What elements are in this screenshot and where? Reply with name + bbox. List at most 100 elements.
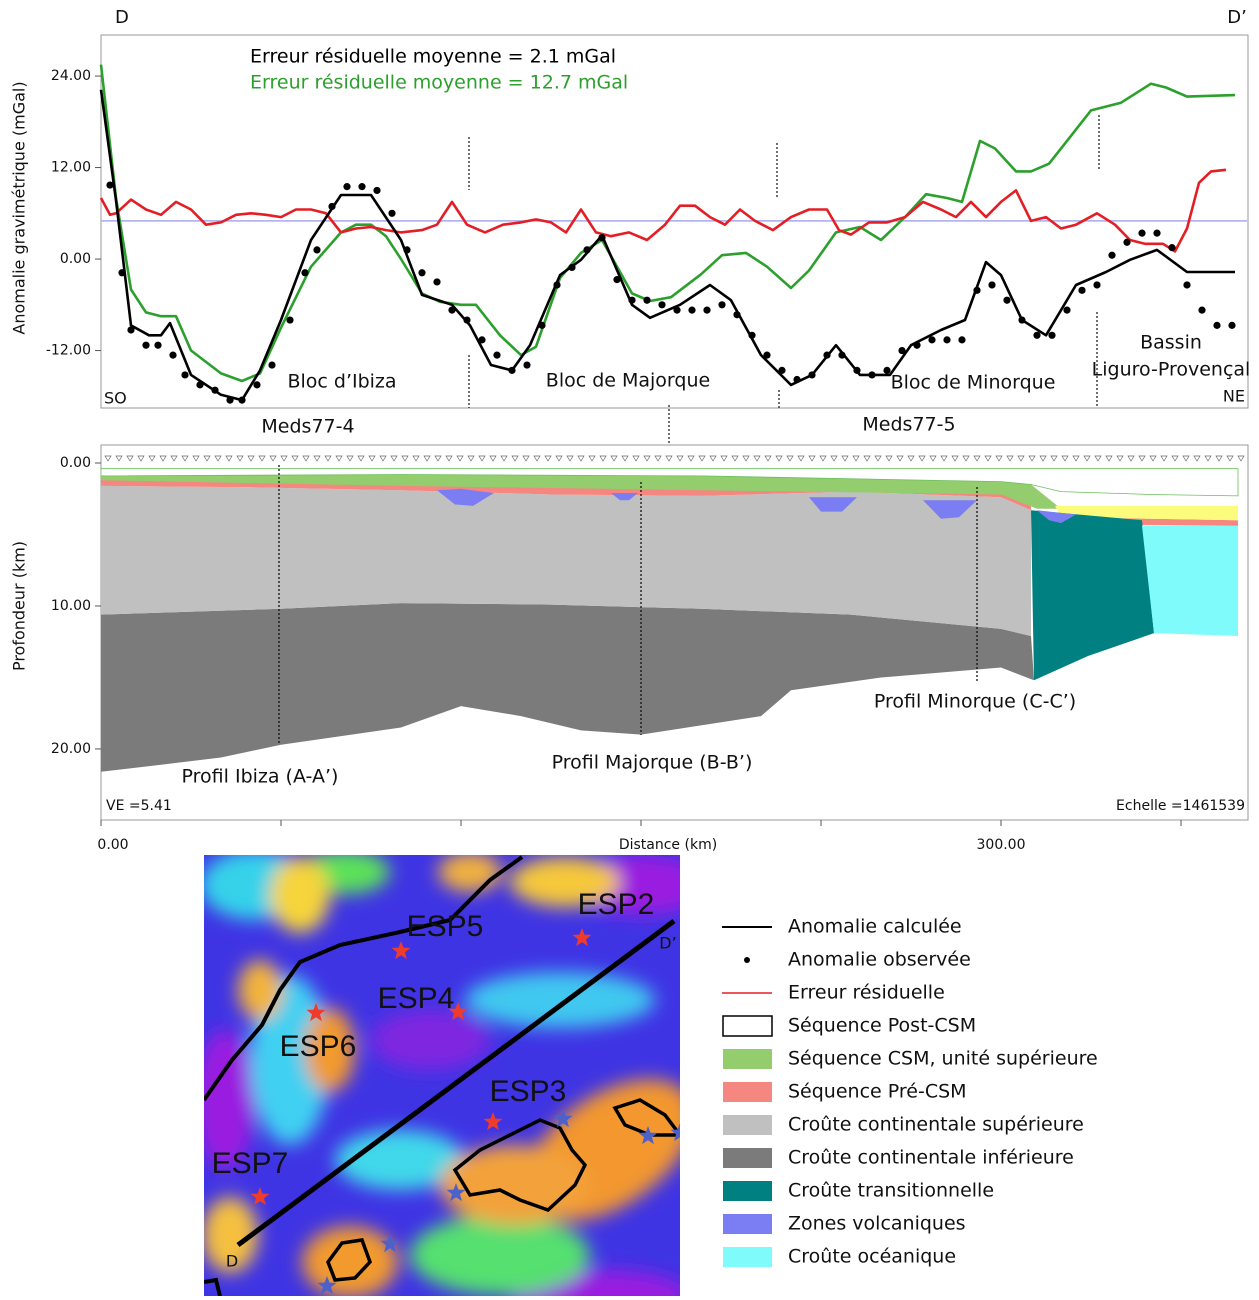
legend-label: Zones volcaniques	[788, 1213, 966, 1235]
observed-point	[1138, 229, 1146, 237]
observed-point	[1093, 281, 1101, 289]
map-star	[380, 1234, 400, 1253]
region-label: Liguro-Provençal	[1092, 359, 1251, 381]
legend-swatch	[723, 1214, 772, 1234]
observed-point	[433, 278, 441, 286]
observed-point	[493, 351, 501, 359]
observed-point	[778, 366, 786, 374]
observed-point	[973, 286, 981, 294]
observed-point	[226, 396, 234, 404]
observed-point	[1048, 331, 1056, 339]
observed-point	[898, 346, 906, 355]
legend-swatch	[723, 1247, 772, 1267]
observed-point	[1153, 229, 1161, 237]
map-star	[448, 1002, 468, 1021]
observed-point	[328, 202, 336, 211]
observed-point	[211, 386, 219, 394]
observed-point	[958, 336, 966, 344]
observed-point	[643, 296, 651, 304]
observed-point	[568, 263, 576, 272]
map-star	[250, 1187, 270, 1206]
map-star	[572, 928, 592, 947]
region-label: Bloc d’Ibiza	[287, 371, 396, 393]
y-tick-label: 24.00	[51, 68, 91, 84]
series-line	[99, 64, 1236, 383]
observed-point	[853, 366, 861, 374]
map-star	[553, 1109, 573, 1128]
line-end-label: D	[226, 1252, 238, 1271]
observed-point	[1003, 296, 1011, 304]
observed-point	[418, 269, 426, 277]
observed-point	[313, 246, 321, 254]
y-axis-label: Anomalie gravimétrique (mGal)	[10, 81, 29, 334]
note: Echelle =1461539	[1116, 798, 1245, 814]
observed-point	[196, 381, 204, 389]
y-tick-label: 0.00	[60, 455, 91, 471]
note: VE =5.41	[106, 798, 172, 814]
layer-polygon	[809, 497, 857, 512]
observed-point	[793, 375, 801, 384]
observed-point	[343, 183, 351, 191]
observed-point	[883, 366, 891, 374]
map-star	[306, 1003, 326, 1022]
region-label: Bloc de Majorque	[546, 370, 710, 392]
station-label: ESP4	[378, 982, 455, 1015]
observed-point	[478, 336, 486, 344]
observed-point	[463, 316, 471, 324]
observed-point	[403, 246, 411, 254]
x-tick-label: 0.00	[97, 837, 128, 853]
layer-polygon	[1037, 510, 1076, 524]
region-label: Bassin	[1140, 332, 1202, 354]
legend-label: Croûte transitionnelle	[788, 1180, 994, 1202]
observed-point	[1213, 321, 1221, 329]
observed-point	[154, 341, 162, 349]
map-star	[391, 941, 411, 960]
observed-point	[1228, 321, 1236, 329]
observed-point	[169, 351, 177, 359]
layer-polygon	[100, 468, 1239, 497]
corner-label: SO	[104, 389, 127, 408]
observed-point	[598, 234, 606, 242]
map-star	[317, 1276, 337, 1295]
legend-swatch	[723, 1148, 772, 1168]
observed-point	[703, 306, 711, 314]
y-axis-label: Profondeur (km)	[10, 541, 29, 671]
observed-point	[142, 341, 150, 349]
observed-point	[583, 246, 591, 254]
gravity-map	[204, 855, 680, 1296]
legend-label: Erreur résiduelle	[788, 982, 945, 1004]
observed-point	[181, 371, 189, 379]
y-tick-label: 20.00	[51, 741, 91, 757]
observed-point	[523, 361, 531, 369]
sea-level-markers	[104, 455, 1245, 462]
layer-polygon	[1142, 525, 1238, 636]
profile-label: Meds77-4	[261, 416, 354, 438]
map-star	[670, 1123, 680, 1142]
observed-point	[808, 371, 816, 379]
series-line	[99, 168, 1227, 253]
observed-point	[268, 361, 276, 369]
legend-label: Croûte continentale supérieure	[788, 1114, 1084, 1136]
layer-polygon	[101, 485, 1031, 636]
legend-swatch	[723, 1082, 772, 1102]
observed-point	[1078, 286, 1086, 294]
layer-polygon	[1031, 510, 1154, 681]
fit-label: Erreur résiduelle moyenne = 12.7 mGal	[250, 72, 628, 94]
map-star	[446, 1183, 466, 1202]
observed-point	[613, 276, 621, 284]
observed-point	[943, 336, 951, 344]
station-label: ESP3	[490, 1075, 567, 1108]
profile-label: Profil Minorque (C-C’)	[874, 691, 1076, 713]
map-star	[638, 1126, 658, 1145]
legend-label: Séquence Post-CSM	[788, 1015, 976, 1037]
series-line	[99, 89, 1235, 402]
line-end-label: D’	[659, 934, 676, 953]
fit-label: Erreur résiduelle moyenne = 2.1 mGal	[250, 46, 616, 68]
observed-point	[733, 311, 741, 319]
observed-point	[538, 321, 546, 329]
observed-point	[718, 301, 726, 309]
observed-point	[658, 301, 666, 309]
legend-label: Croûte continentale inférieure	[788, 1147, 1074, 1169]
corner-label: NE	[1223, 387, 1245, 406]
station-label: ESP5	[407, 910, 484, 943]
